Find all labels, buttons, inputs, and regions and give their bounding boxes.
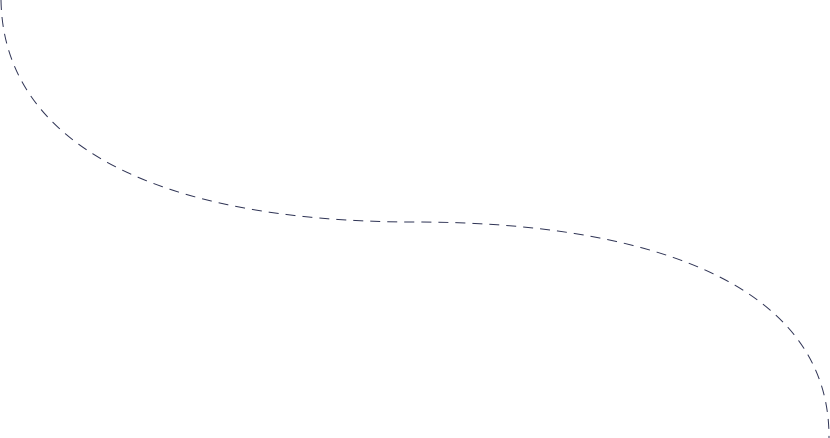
diagram-canvas xyxy=(0,0,830,438)
dashed-connector-curve xyxy=(0,0,830,438)
